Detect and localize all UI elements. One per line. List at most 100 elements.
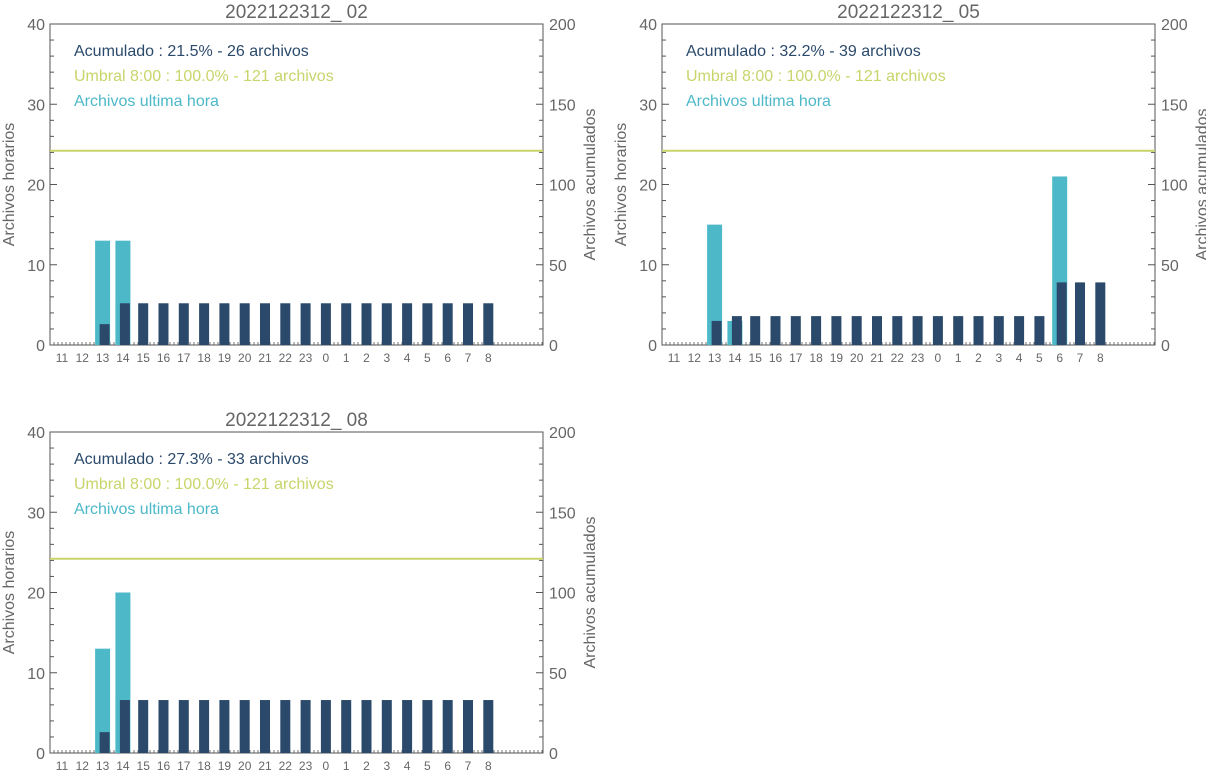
x-tick-label: 0 — [323, 351, 330, 365]
legend-umbral: Umbral 8:00 : 100.0% - 121 archivos — [74, 68, 334, 85]
y-right-axis-label: Archivos acumulados — [582, 108, 599, 260]
y-right-tick-label: 0 — [549, 338, 558, 355]
cumulative-bar — [320, 700, 331, 753]
hourly-bar — [95, 648, 111, 753]
hourly-bar — [95, 240, 111, 345]
cumulative-bar — [422, 303, 433, 345]
cumulative-bar — [361, 303, 372, 345]
cumulative-bar — [361, 700, 372, 753]
cumulative-bar — [280, 700, 291, 753]
cumulative-bar — [219, 700, 230, 753]
cumulative-bar — [483, 700, 494, 753]
x-tick-label: 16 — [769, 351, 783, 365]
y-left-tick-label: 30 — [639, 97, 657, 114]
cumulative-bar — [831, 316, 842, 345]
x-tick-label: 0 — [935, 351, 942, 365]
cumulative-bar — [300, 700, 311, 753]
cumulative-bar — [320, 303, 331, 345]
y-right-tick-label: 0 — [1161, 338, 1170, 355]
y-right-tick-label: 150 — [549, 505, 576, 522]
x-tick-label: 22 — [279, 759, 293, 773]
legend-umbral: Umbral 8:00 : 100.0% - 121 archivos — [74, 476, 334, 493]
x-tick-label: 23 — [911, 351, 925, 365]
cumulative-bar — [341, 303, 352, 345]
cumulative-bar — [851, 316, 862, 345]
y-right-tick-label: 100 — [549, 178, 576, 195]
y-right-tick-label: 0 — [549, 746, 558, 763]
y-left-tick-label: 20 — [639, 178, 657, 195]
cumulative-bar — [442, 700, 453, 753]
chart-title: 2022122312_ 08 — [225, 410, 368, 431]
x-tick-label: 11 — [56, 351, 69, 365]
x-tick-label: 18 — [809, 351, 823, 365]
x-tick-label: 17 — [177, 759, 191, 773]
x-tick-label: 15 — [137, 351, 151, 365]
x-tick-label: 21 — [870, 351, 884, 365]
x-tick-label: 5 — [424, 351, 431, 365]
x-tick-label: 3 — [995, 351, 1002, 365]
cumulative-bar — [872, 316, 882, 345]
x-tick-label: 19 — [830, 351, 844, 365]
x-tick-label: 1 — [343, 351, 350, 365]
y-right-tick-label: 100 — [549, 586, 576, 603]
x-tick-label: 11 — [668, 351, 681, 365]
cumulative-bar — [483, 303, 494, 345]
cumulative-bar — [1075, 282, 1085, 345]
y-right-tick-label: 50 — [1161, 258, 1179, 275]
y-left-tick-label: 20 — [27, 178, 45, 195]
cumulative-bar — [953, 316, 964, 345]
cumulative-bar — [381, 303, 392, 345]
x-tick-label: 12 — [688, 351, 702, 365]
x-tick-label: 15 — [749, 351, 763, 365]
cumulative-bar — [993, 316, 1004, 345]
cumulative-bar — [750, 316, 761, 345]
x-tick-label: 7 — [1077, 351, 1084, 365]
y-right-tick-label: 150 — [1161, 97, 1188, 114]
cumulative-bar — [892, 316, 903, 345]
legend-acumulado: Acumulado : 32.2% - 39 archivos — [686, 43, 921, 60]
cumulative-bar — [178, 303, 189, 345]
cumulative-bar — [402, 303, 413, 345]
y-right-tick-label: 200 — [549, 425, 576, 442]
x-tick-label: 7 — [465, 759, 472, 773]
y-right-tick-label: 50 — [549, 666, 567, 683]
cumulative-bar — [119, 303, 130, 345]
y-right-tick-label: 200 — [1161, 17, 1188, 34]
cumulative-bar — [260, 700, 270, 753]
cumulative-bar — [422, 700, 433, 753]
x-tick-label: 8 — [1097, 351, 1104, 365]
x-tick-label: 13 — [96, 759, 110, 773]
x-tick-label: 15 — [137, 759, 151, 773]
y-left-tick-label: 10 — [27, 666, 45, 683]
x-tick-label: 21 — [258, 351, 272, 365]
cumulative-bar — [932, 316, 943, 345]
x-tick-label: 1 — [955, 351, 962, 365]
x-tick-label: 18 — [197, 351, 211, 365]
cumulative-bar — [442, 303, 453, 345]
cumulative-bar — [119, 700, 130, 753]
cumulative-bar — [770, 316, 781, 345]
x-tick-label: 18 — [197, 759, 211, 773]
x-tick-label: 22 — [279, 351, 293, 365]
cumulative-bar — [178, 700, 189, 753]
x-tick-label: 20 — [850, 351, 864, 365]
cumulative-bar — [463, 303, 473, 345]
y-right-tick-label: 50 — [549, 258, 567, 275]
cumulative-bar — [280, 303, 291, 345]
x-tick-label: 2 — [975, 351, 982, 365]
cumulative-bar — [912, 316, 923, 345]
cumulative-bar — [973, 316, 984, 345]
x-tick-label: 17 — [789, 351, 803, 365]
x-tick-label: 2 — [363, 759, 370, 773]
x-tick-label: 4 — [1016, 351, 1023, 365]
y-right-axis-label: Archivos acumulados — [1194, 108, 1206, 260]
cumulative-bar — [138, 303, 149, 345]
cumulative-bar — [463, 700, 473, 753]
cumulative-bar — [402, 700, 413, 753]
cumulative-bar — [239, 700, 250, 753]
cumulative-bar — [158, 700, 169, 753]
